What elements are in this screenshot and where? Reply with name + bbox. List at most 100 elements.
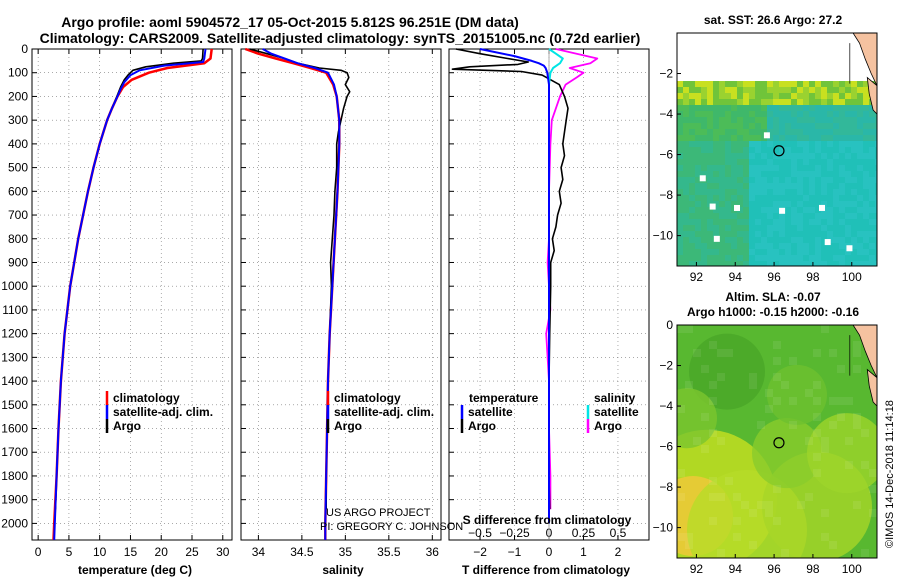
sst-cell — [857, 159, 863, 165]
sst-cell — [713, 177, 719, 183]
sst-cell — [737, 183, 743, 189]
sst-cell — [797, 207, 803, 213]
sst-cell — [677, 171, 683, 177]
sst-cell — [767, 177, 773, 183]
sst-cell — [869, 243, 875, 249]
sst-gap — [846, 245, 853, 252]
sst-cell — [761, 111, 767, 117]
sst-cell — [725, 237, 731, 243]
sst-cell — [695, 99, 701, 105]
sst-cell — [761, 243, 767, 249]
map-y-tick-label: −2 — [659, 359, 673, 373]
sst-cell — [797, 81, 803, 87]
sst-cell — [719, 123, 725, 129]
sst-cell — [863, 261, 869, 266]
sst-cell — [713, 165, 719, 171]
sst-cell — [677, 213, 683, 219]
depth-tick-label: 1600 — [1, 422, 28, 436]
sst-cell — [839, 111, 845, 117]
sla-cell — [677, 469, 685, 477]
sst-cell — [827, 183, 833, 189]
sst-cell — [839, 255, 845, 261]
sst-cell — [815, 93, 821, 99]
sst-cell — [785, 99, 791, 105]
sst-cell — [707, 225, 713, 231]
sst-cell — [689, 255, 695, 261]
sla-cell — [813, 453, 821, 461]
sst-cell — [803, 129, 809, 135]
sla-cell — [693, 437, 701, 445]
sst-cell — [773, 147, 779, 153]
sst-cell — [779, 105, 785, 111]
sst-cell — [683, 123, 689, 129]
sst-cell — [827, 261, 833, 266]
sst-cell — [755, 111, 761, 117]
sst-cell — [797, 141, 803, 147]
sst-cell — [701, 153, 707, 159]
sst-cell — [677, 207, 683, 213]
legend-argo: Argo — [334, 419, 362, 433]
sst-cell — [743, 99, 749, 105]
legend-salinity-title: salinity — [594, 391, 636, 405]
sst-cell — [803, 99, 809, 105]
sst-cell — [761, 123, 767, 129]
sla-map-title-2: Argo h1000: -0.15 h2000: -0.16 — [687, 305, 859, 319]
sst-cell — [857, 207, 863, 213]
sst-cell — [833, 231, 839, 237]
sst-cell — [707, 177, 713, 183]
sst-cell — [749, 207, 755, 213]
sst-cell — [803, 135, 809, 141]
sst-cell — [731, 243, 737, 249]
sst-cell — [743, 255, 749, 261]
sst-cell — [719, 249, 725, 255]
map-y-tick-label: −2 — [659, 67, 673, 81]
sst-cell — [833, 255, 839, 261]
sst-cell — [737, 249, 743, 255]
map-x-tick-label: 96 — [767, 270, 781, 284]
sst-cell — [695, 255, 701, 261]
sst-cell — [737, 129, 743, 135]
depth-tick-label: 1800 — [1, 469, 28, 483]
sst-cell — [779, 237, 785, 243]
sst-cell — [695, 261, 701, 266]
sst-cell — [767, 231, 773, 237]
sla-cell — [853, 365, 861, 373]
sla-cell — [869, 509, 877, 517]
sst-cell — [719, 165, 725, 171]
sst-cell — [731, 111, 737, 117]
sst-cell — [809, 249, 815, 255]
map-field — [677, 33, 877, 266]
sst-cell — [701, 237, 707, 243]
sst-cell — [731, 105, 737, 111]
sla-cell — [773, 357, 781, 365]
sst-cell — [827, 165, 833, 171]
sst-cell — [779, 225, 785, 231]
sst-cell — [863, 219, 869, 225]
difference-legend: temperature satellite Argo salinity sate… — [460, 391, 639, 433]
sst-cell — [689, 243, 695, 249]
sst-cell — [707, 183, 713, 189]
sst-cell — [701, 261, 707, 266]
sst-cell — [827, 195, 833, 201]
sst-cell — [707, 189, 713, 195]
sst-cell — [875, 255, 877, 261]
sst-cell — [857, 243, 863, 249]
sst-cell — [875, 159, 877, 165]
sst-cell — [863, 231, 869, 237]
sst-cell — [749, 123, 755, 129]
sla-cell — [773, 397, 781, 405]
sst-cell — [809, 93, 815, 99]
sst-cell — [725, 93, 731, 99]
sst-cell — [803, 219, 809, 225]
sst-cell — [809, 123, 815, 129]
temperature-xlabel: temperature (deg C) — [78, 563, 192, 577]
sst-cell — [821, 213, 827, 219]
sst-cell — [737, 87, 743, 93]
sst-cell — [875, 207, 877, 213]
temperature-satellite-line — [53, 48, 207, 541]
sst-cell — [695, 237, 701, 243]
sst-cell — [833, 81, 839, 87]
sst-cell — [773, 213, 779, 219]
sst-cell — [749, 159, 755, 165]
sla-cell — [709, 341, 717, 349]
